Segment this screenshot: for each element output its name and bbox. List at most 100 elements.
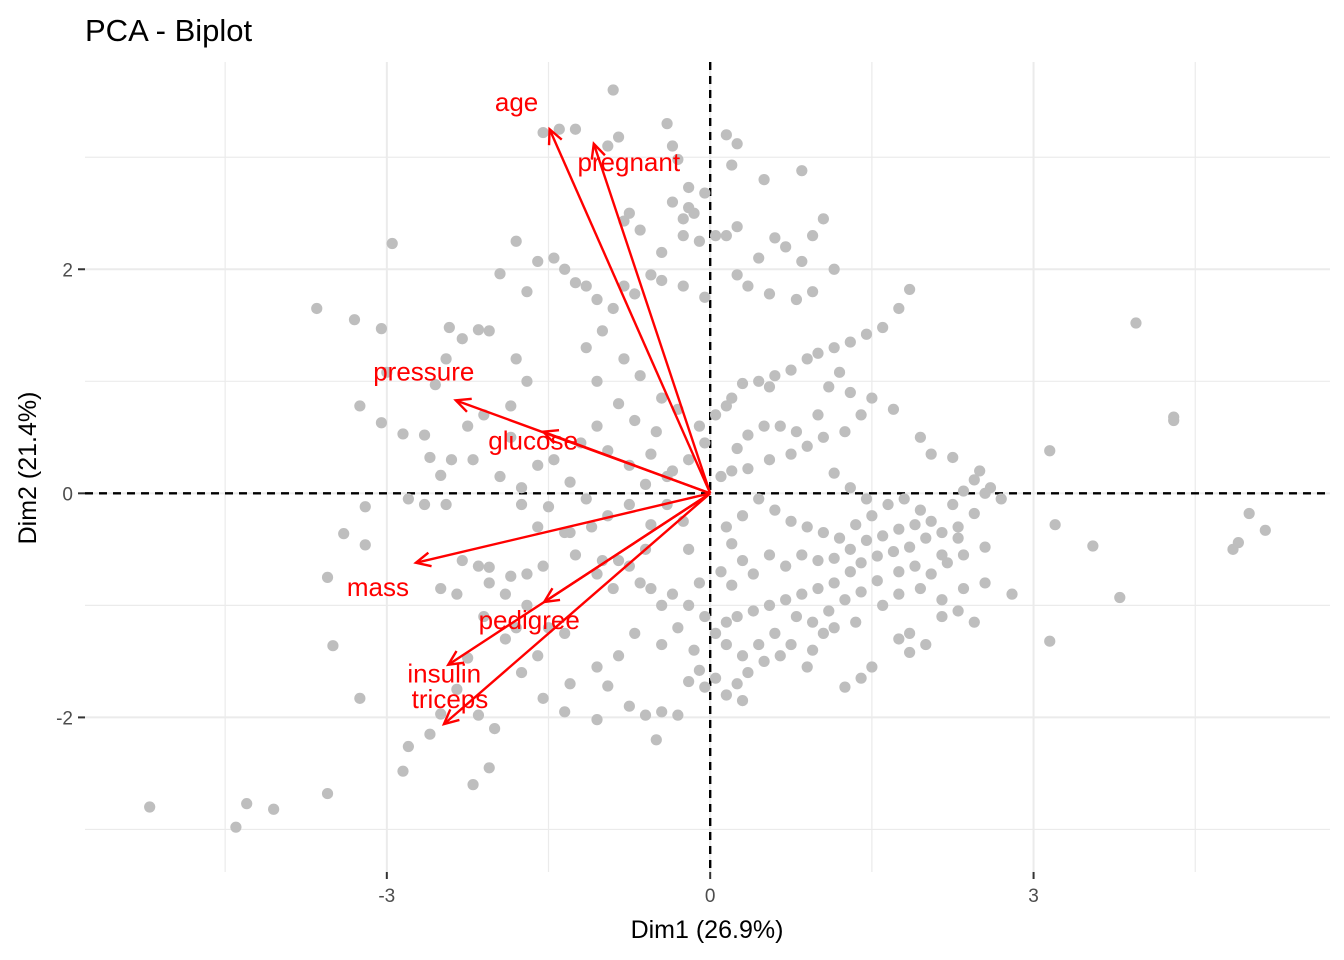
data-point <box>758 655 770 667</box>
data-point <box>844 543 856 555</box>
data-point <box>709 409 722 421</box>
data-point <box>424 451 436 464</box>
data-point <box>957 582 970 595</box>
data-point <box>850 616 862 628</box>
data-point <box>839 594 851 606</box>
data-point <box>650 426 662 438</box>
data-point <box>688 644 700 656</box>
data-point <box>591 375 603 387</box>
data-point <box>763 599 776 611</box>
x-axis-title: Dim1 (26.9%) <box>631 916 784 944</box>
data-point <box>774 420 786 432</box>
data-point <box>720 521 732 533</box>
data-point <box>817 431 829 443</box>
data-point <box>936 549 948 561</box>
data-point <box>499 633 511 645</box>
data-point <box>796 165 808 177</box>
data-point <box>397 428 409 440</box>
data-point <box>612 554 625 567</box>
data-point <box>623 498 635 511</box>
data-point <box>521 568 533 580</box>
data-point <box>1049 519 1061 531</box>
data-point <box>925 568 937 580</box>
data-point <box>505 400 517 412</box>
data-point <box>806 616 819 628</box>
data-point <box>612 650 625 662</box>
data-point <box>683 454 695 466</box>
data-point <box>666 140 679 152</box>
data-point <box>569 123 582 135</box>
data-point <box>515 498 528 511</box>
data-point <box>440 498 452 511</box>
data-point <box>957 549 970 561</box>
data-point <box>443 321 455 334</box>
data-point <box>877 530 889 542</box>
data-point <box>914 504 926 516</box>
data-point <box>877 321 889 334</box>
data-point <box>947 498 959 511</box>
data-point <box>418 498 431 511</box>
data-point <box>656 392 668 404</box>
data-point <box>812 554 824 567</box>
data-point <box>866 392 878 404</box>
data-point <box>418 429 431 441</box>
data-point <box>623 207 635 219</box>
data-point <box>569 549 582 561</box>
data-point <box>559 706 571 718</box>
data-point <box>375 323 388 335</box>
data-point <box>715 470 727 483</box>
data-point <box>720 230 732 242</box>
data-point <box>801 521 813 533</box>
data-point <box>629 627 641 639</box>
data-point <box>677 213 689 225</box>
data-point <box>763 549 776 561</box>
data-point <box>833 532 846 544</box>
data-point <box>736 510 749 522</box>
x-tick-label: 3 <box>1028 886 1039 907</box>
data-point <box>866 510 878 522</box>
data-point <box>553 123 565 135</box>
data-point <box>321 571 334 583</box>
data-point <box>785 364 797 376</box>
data-point <box>914 582 926 595</box>
data-point <box>381 366 393 378</box>
data-point <box>656 599 668 611</box>
data-point <box>483 325 495 337</box>
data-point <box>828 622 840 634</box>
data-point <box>769 232 781 244</box>
data-point <box>726 538 738 550</box>
data-point <box>747 605 759 617</box>
data-point <box>510 235 522 247</box>
data-point <box>720 129 732 141</box>
variable-label-triceps: triceps <box>412 684 489 714</box>
data-point <box>483 561 495 573</box>
variable-label-age: age <box>495 87 538 117</box>
data-point <box>709 230 722 242</box>
arrowhead-insulin <box>445 650 465 667</box>
data-point <box>580 493 592 505</box>
y-tick-label: 2 <box>62 260 73 281</box>
data-point <box>241 798 253 810</box>
data-point <box>1044 445 1056 457</box>
data-point <box>790 610 803 623</box>
data-point <box>812 582 824 595</box>
data-point <box>451 588 463 600</box>
data-point <box>521 375 533 387</box>
data-point <box>591 568 603 580</box>
data-point <box>230 821 242 833</box>
data-point <box>1168 414 1180 427</box>
data-point <box>860 328 873 340</box>
data-point <box>424 728 436 740</box>
data-point <box>1087 540 1099 552</box>
data-point <box>510 622 522 634</box>
data-point <box>904 627 916 639</box>
data-point <box>720 616 732 628</box>
data-point <box>736 554 749 567</box>
data-point <box>634 577 646 589</box>
y-tick-label: 0 <box>62 484 73 505</box>
data-point <box>677 230 689 242</box>
data-point <box>855 557 867 569</box>
data-point <box>402 493 414 505</box>
data-point <box>817 627 829 639</box>
